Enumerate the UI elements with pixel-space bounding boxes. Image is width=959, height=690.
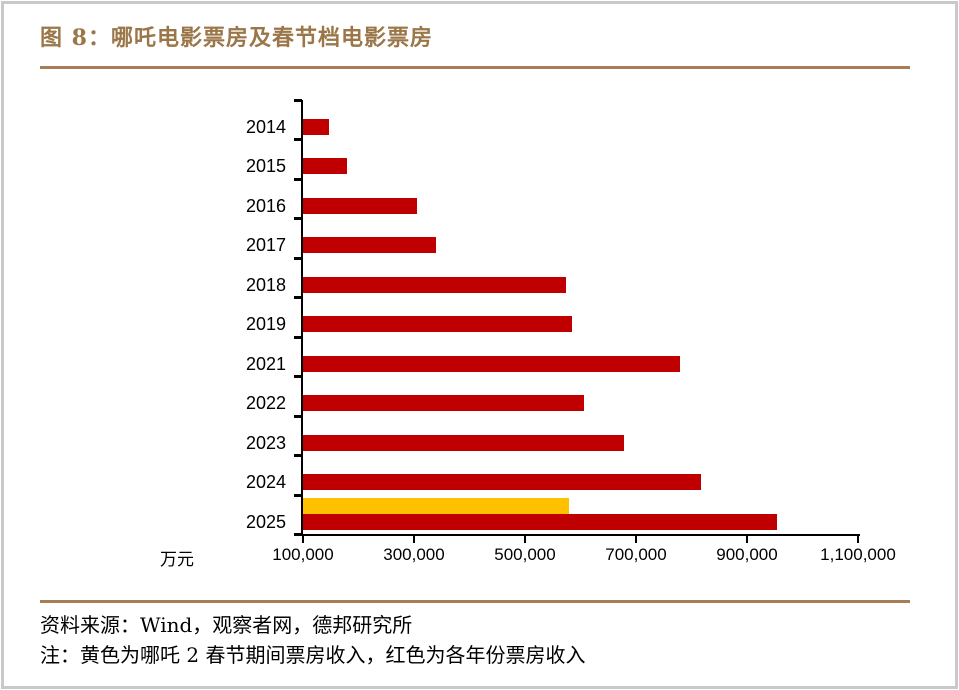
x-axis-tick-label: 300,000 [383,545,445,564]
figure-title: 图 8：哪吒电影票房及春节档电影票房 [40,25,433,51]
y-axis-category-label-2015: 2015 [245,156,286,177]
y-axis-category-label-2022: 2022 [245,393,286,414]
x-axis-tick [635,536,637,543]
x-axis-tick-label: 500,000 [494,545,556,564]
y-axis-category-label-2025: 2025 [245,511,286,532]
source-note: 资料来源：Wind，观察者网，德邦研究所 [40,613,413,637]
y-axis-category-label-2014: 2014 [245,117,286,137]
bar-annual-boxoffice-2014 [303,119,330,135]
y-axis-category-label-2023: 2023 [245,432,286,453]
x-axis-tick [524,536,526,543]
y-axis-line [301,100,303,536]
bar-annual-boxoffice-2018 [303,276,566,293]
x-axis-tick [302,536,304,543]
color-legend-note: 注：黄色为哪吒 2 春节期间票房收入，红色为各年份票房收入 [40,643,586,667]
y-axis-tick [294,375,302,379]
y-axis-category-label-2016: 2016 [245,195,286,216]
x-axis-line [301,534,860,536]
bar-annual-boxoffice-2016 [303,197,417,214]
bar-annual-boxoffice-2015 [303,158,348,175]
y-axis-tick [294,335,302,339]
y-axis-category-label-2019: 2019 [245,314,286,335]
bar-annual-boxoffice-2017 [303,237,436,254]
x-axis-tick-label: 1,100,000 [820,545,896,564]
y-axis-category-label-2021: 2021 [245,353,286,374]
footer-divider [40,600,910,603]
x-axis-unit-label: 万元 [160,550,194,570]
y-axis-tick [294,414,302,418]
title-divider [40,66,910,69]
bar-annual-boxoffice-2019 [303,316,573,333]
y-axis-tick [294,138,302,142]
y-axis-tick [294,177,302,181]
y-axis-tick [294,256,302,260]
x-axis-tick [857,536,859,543]
y-axis-tick [294,493,302,497]
x-axis-tick [746,536,748,543]
x-axis-tick [413,536,415,543]
bar-annual-boxoffice-2024 [303,474,702,491]
x-axis-tick-label: 100,000 [272,545,334,564]
y-axis-category-label-2018: 2018 [245,274,286,295]
x-axis-tick-label: 900,000 [716,545,778,564]
bar-annual-boxoffice-2023 [303,434,625,451]
y-axis-tick [294,217,302,221]
y-axis-category-label-2024: 2024 [245,472,286,493]
bar-annual-boxoffice-2025 [303,513,777,530]
y-axis-tick [294,532,302,536]
bar-annual-boxoffice-2021 [303,355,681,372]
y-axis-category-label-2017: 2017 [245,235,286,256]
bar-nezha2-spring-festival-2025 [303,497,569,514]
y-axis-tick [294,99,302,102]
bar-annual-boxoffice-2022 [303,395,585,412]
y-axis-tick [294,296,302,300]
y-axis-tick [294,454,302,458]
x-axis-tick-label: 700,000 [605,545,667,564]
